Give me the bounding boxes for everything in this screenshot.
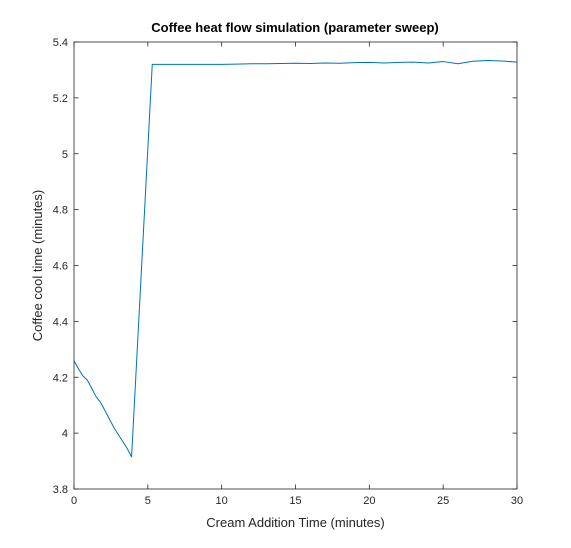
plot-area: 0 5 10 15 20 25 30 3.8 4 4.2 4.4 4.6 4.8 5 5.2 5.4 bbox=[53, 37, 523, 507]
y-tick-label: 4.2 bbox=[53, 372, 68, 384]
axes-box bbox=[73, 41, 518, 490]
y-tick-label: 5 bbox=[62, 149, 68, 161]
chart-title: Coffee heat flow simulation (parameter s… bbox=[151, 20, 439, 35]
x-tick-label: 15 bbox=[289, 495, 301, 507]
y-tick-label: 4 bbox=[62, 428, 68, 440]
x-tick-label: 0 bbox=[71, 495, 77, 507]
x-tick-label: 30 bbox=[511, 495, 523, 507]
series-line bbox=[73, 59, 518, 458]
x-axis-label: Cream Addition Time (minutes) bbox=[206, 515, 384, 530]
x-tick-label: 10 bbox=[216, 495, 228, 507]
y-tick-label: 4.6 bbox=[53, 261, 68, 273]
x-tick-label: 25 bbox=[437, 495, 449, 507]
x-tick-label: 20 bbox=[363, 495, 375, 507]
y-tick-label: 5.4 bbox=[53, 37, 68, 49]
y-tick-label: 3.8 bbox=[53, 484, 68, 496]
series-layer bbox=[73, 59, 518, 458]
x-axis-ticks: 0 5 10 15 20 25 30 bbox=[71, 42, 523, 507]
y-tick-label: 4.8 bbox=[53, 205, 68, 217]
x-tick-label: 5 bbox=[145, 495, 151, 507]
y-tick-label: 5.2 bbox=[53, 93, 68, 105]
y-axis-ticks: 3.8 4 4.2 4.4 4.6 4.8 5 5.2 5.4 bbox=[53, 37, 517, 496]
y-tick-label: 4.4 bbox=[53, 316, 68, 328]
y-axis-label: Coffee cool time (minutes) bbox=[30, 190, 45, 342]
